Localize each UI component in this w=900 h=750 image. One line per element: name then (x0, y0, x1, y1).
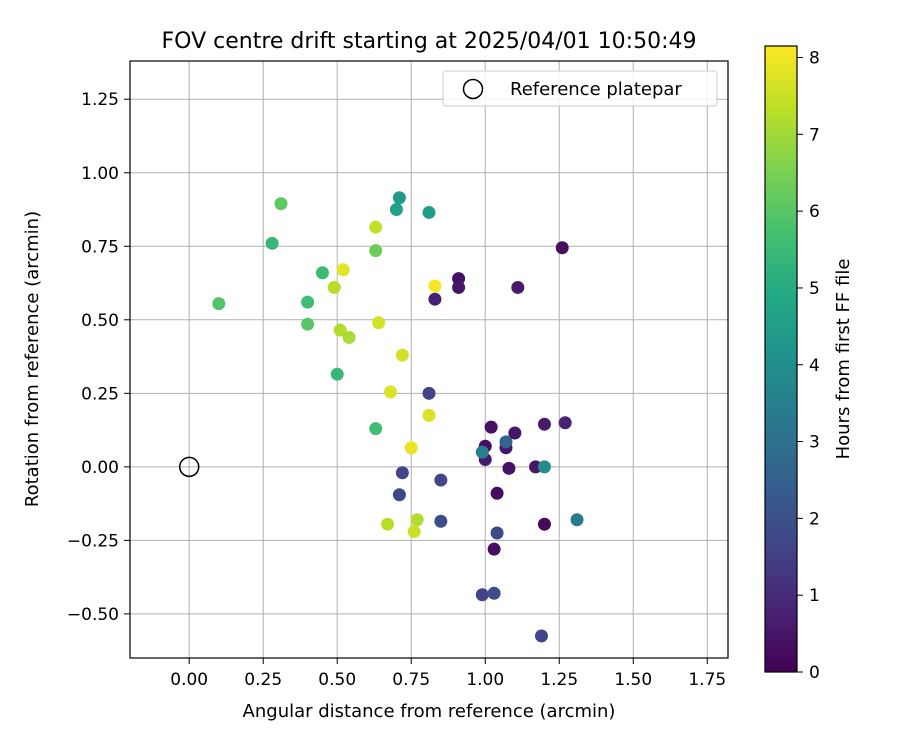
data-point (529, 460, 543, 474)
data-point (392, 191, 406, 205)
data-point (395, 466, 409, 480)
data-point (395, 348, 409, 362)
data-point (428, 279, 442, 293)
data-point (212, 297, 226, 311)
data-point (434, 473, 448, 487)
x-axis-label: Angular distance from reference (arcmin) (243, 701, 616, 722)
x-tick-label: 0.25 (244, 670, 282, 690)
data-point (475, 588, 489, 602)
colorbar-tick-label: 3 (809, 433, 820, 453)
data-point (422, 205, 436, 219)
data-point (537, 460, 551, 474)
data-point (511, 280, 525, 294)
data-point (315, 266, 329, 280)
data-point (502, 461, 516, 475)
data-point (475, 445, 489, 459)
colorbar-label: Hours from first FF file (833, 259, 854, 460)
legend-label-reference: Reference platepar (510, 79, 682, 100)
x-axis-ticks: 0.00 0.25 0.50 0.75 1.00 1.25 1.50 1.75 (170, 658, 726, 690)
plot-frame (129, 60, 729, 659)
data-point (428, 292, 442, 306)
colorbar-tick-label: 2 (809, 509, 820, 529)
y-axis-ticks: −0.50 −0.25 0.00 0.25 0.50 0.75 1.00 1.25 (67, 90, 130, 625)
colorbar-tick-label: 0 (809, 663, 820, 683)
data-point (558, 416, 572, 430)
data-point (381, 517, 395, 531)
colorbar-tick-label: 6 (809, 202, 820, 222)
data-point (265, 236, 279, 250)
data-point (487, 586, 501, 600)
grid-lines (130, 61, 728, 658)
colorbar-tick-label: 7 (809, 125, 820, 145)
data-point (537, 517, 551, 531)
data-point (369, 220, 383, 234)
data-point (490, 526, 504, 540)
data-point (372, 316, 386, 330)
data-point (422, 386, 436, 400)
data-point (534, 629, 548, 643)
data-point (301, 317, 315, 331)
y-tick-label: 1.00 (81, 164, 119, 184)
x-tick-label: 1.00 (466, 670, 504, 690)
data-point (487, 542, 501, 556)
data-point (336, 263, 350, 277)
data-point (384, 385, 398, 399)
x-tick-label: 1.50 (614, 670, 652, 690)
y-tick-label: 0.50 (81, 311, 119, 331)
data-point (274, 197, 288, 211)
data-point (369, 422, 383, 436)
y-axis-label: Rotation from reference (arcmin) (22, 211, 43, 507)
y-tick-label: −0.25 (67, 531, 119, 551)
data-point (389, 203, 403, 217)
legend-marker-reference (462, 78, 484, 100)
colorbar-ticks: 0 1 2 3 4 5 6 7 8 (797, 49, 820, 683)
data-point (392, 488, 406, 502)
x-tick-label: 1.25 (540, 670, 578, 690)
data-point (570, 513, 584, 527)
y-tick-label: −0.50 (67, 605, 119, 625)
colorbar-tick-label: 5 (809, 279, 820, 299)
reference-platepar-marker (178, 456, 200, 478)
data-point (342, 330, 356, 344)
data-point (484, 420, 498, 434)
data-points (212, 191, 584, 643)
data-point (407, 525, 421, 539)
colorbar-gradient (764, 45, 798, 673)
data-point (499, 435, 513, 449)
colorbar-tick-label: 8 (809, 49, 820, 69)
data-point (404, 441, 418, 455)
data-point (410, 513, 424, 527)
colorbar: 0 1 2 3 4 5 6 7 8 Hours from first FF file (764, 45, 854, 683)
y-tick-label: 0.25 (81, 384, 119, 404)
chart-title: FOV centre drift starting at 2025/04/01 … (162, 29, 697, 54)
data-point (301, 295, 315, 309)
data-point (555, 241, 569, 255)
data-point (508, 426, 522, 440)
data-point (537, 417, 551, 431)
data-point (327, 280, 341, 294)
y-tick-label: 1.25 (81, 90, 119, 110)
data-point (333, 323, 347, 337)
colorbar-tick-label: 1 (809, 586, 820, 606)
x-tick-label: 0.00 (170, 670, 208, 690)
y-tick-label: 0.75 (81, 237, 119, 257)
data-point (422, 408, 436, 422)
data-point (369, 244, 383, 258)
x-tick-label: 0.75 (392, 670, 430, 690)
legend: Reference platepar (442, 70, 718, 107)
legend-box (442, 70, 718, 107)
data-point (452, 280, 466, 294)
data-point (490, 486, 504, 500)
reference-marker-layer (178, 456, 200, 478)
y-tick-label: 0.00 (81, 458, 119, 478)
data-point (434, 514, 448, 528)
x-tick-label: 0.50 (318, 670, 356, 690)
data-point (330, 367, 344, 381)
x-tick-label: 1.75 (688, 670, 726, 690)
colorbar-tick-label: 4 (809, 356, 820, 376)
